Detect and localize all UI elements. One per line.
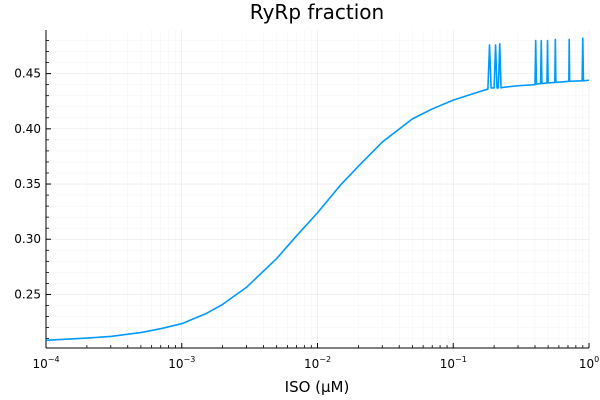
- grid-lines: [45, 30, 590, 348]
- chart-title: RyRp fraction: [250, 0, 384, 24]
- y-tick-label: 0.25: [14, 287, 41, 301]
- y-tick-label: 0.45: [14, 67, 41, 81]
- x-tick-label: 10−1: [440, 355, 467, 371]
- y-tick-label: 0.30: [14, 232, 41, 246]
- series-line-1: [45, 37, 590, 342]
- x-tick-label: 100: [579, 355, 599, 371]
- x-tick-label: 10−4: [32, 355, 59, 371]
- series-layer: [45, 37, 590, 342]
- tick-marks: [45, 40, 590, 348]
- x-axis-label: ISO (μM): [285, 378, 350, 396]
- y-tick-label: 0.40: [14, 122, 41, 136]
- x-tick-label: 10−2: [304, 355, 331, 371]
- x-tick-label: 10−3: [168, 355, 195, 371]
- y-tick-label: 0.35: [14, 177, 41, 191]
- tick-labels: 10−4 10−3 10−2 10−1 100 0.25 0.30 0.35 0.40 0.45: [14, 67, 599, 371]
